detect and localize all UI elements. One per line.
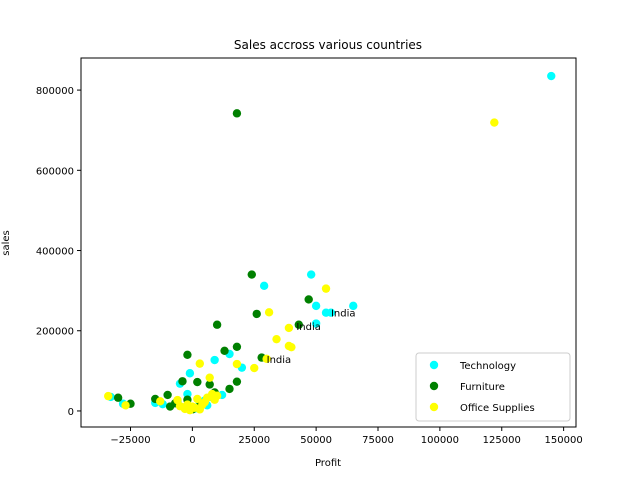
data-point [250, 363, 259, 373]
data-point [180, 404, 190, 414]
annotations: India India India [267, 309, 356, 366]
legend-marker [429, 402, 439, 412]
x-axis-label: Profit [315, 458, 341, 469]
data-point [490, 118, 499, 127]
data-point [252, 309, 261, 319]
legend-label: Technology [459, 361, 516, 372]
data-point [193, 377, 202, 387]
data-point [210, 355, 219, 365]
data-point [220, 346, 229, 355]
chart-title: Sales accross various countries [234, 38, 422, 52]
legend-label: Furniture [460, 382, 505, 393]
data-point [232, 342, 242, 351]
legend-marker [429, 360, 439, 370]
data-point [232, 359, 242, 369]
data-point [321, 284, 331, 293]
data-point [178, 377, 187, 386]
data-point [294, 320, 303, 329]
data-point [225, 384, 234, 394]
y-tick-label: 800000 [36, 86, 74, 97]
annotation-label: India [296, 322, 321, 333]
x-tick-label: 50000 [300, 435, 332, 446]
data-point [547, 71, 556, 81]
data-point [210, 395, 219, 404]
annotation-label: India [331, 309, 356, 320]
data-point [113, 393, 123, 402]
data-point [205, 373, 214, 382]
data-point [326, 308, 336, 317]
y-tick-label: 0 [68, 407, 74, 418]
x-tick-label: 0 [189, 435, 195, 446]
y-axis-label: sales [1, 230, 12, 255]
x-tick-label: 100000 [421, 435, 459, 446]
data-point [306, 270, 316, 279]
x-axis-ticks: −25000 0 25000 50000 75000 100000 125000 150000 [110, 427, 583, 446]
data-point [156, 397, 165, 406]
legend: Technology Furniture Office Supplies [415, 352, 571, 422]
plot-frame [80, 57, 577, 428]
y-tick-label: 400000 [36, 247, 74, 258]
data-point [195, 405, 204, 414]
data-point [264, 308, 274, 317]
data-point [232, 377, 242, 386]
data-point [232, 109, 242, 118]
x-tick-label: 150000 [545, 435, 583, 446]
data-point [212, 320, 222, 329]
data-point [259, 281, 269, 291]
data-point [188, 402, 197, 411]
data-point [205, 380, 214, 389]
legend-label: Office Supplies [460, 403, 535, 414]
data-point [195, 359, 204, 368]
x-tick-label: −25000 [110, 435, 150, 446]
legend-box [415, 352, 571, 422]
data-point [284, 323, 294, 333]
x-tick-label: 25000 [238, 435, 270, 446]
plot-area [104, 71, 556, 415]
y-axis-ticks: 0 200000 400000 600000 800000 [36, 86, 81, 418]
data-point [193, 394, 202, 404]
data-point [272, 334, 281, 344]
data-point [262, 354, 271, 364]
annotation-label: India [267, 355, 292, 366]
data-point [163, 390, 172, 400]
data-point [104, 391, 113, 401]
data-point [349, 301, 358, 311]
x-tick-label: 125000 [483, 435, 521, 446]
legend-marker [429, 381, 439, 391]
data-point [304, 295, 313, 304]
data-point [185, 369, 195, 378]
data-point [200, 397, 209, 407]
data-point [287, 342, 296, 352]
y-tick-label: 200000 [36, 327, 74, 338]
data-point [311, 301, 321, 311]
series-office-supplies [104, 118, 499, 415]
data-point [121, 401, 130, 410]
data-point [247, 270, 256, 279]
data-point [165, 402, 175, 411]
data-point [183, 350, 192, 360]
x-tick-label: 75000 [362, 435, 394, 446]
y-tick-label: 600000 [36, 166, 74, 177]
data-point [311, 319, 321, 328]
